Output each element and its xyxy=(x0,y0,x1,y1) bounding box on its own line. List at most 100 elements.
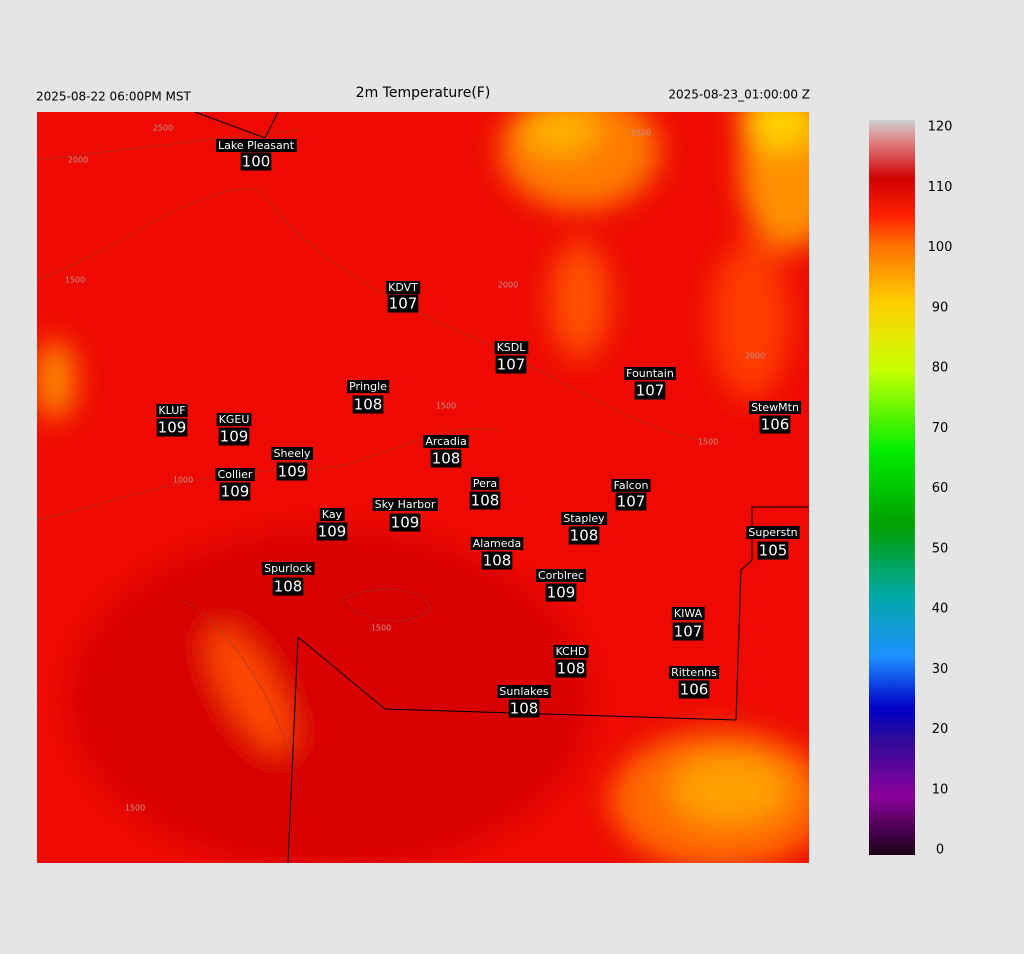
station-value-bg xyxy=(759,415,791,434)
contour-label: 1000 xyxy=(173,476,193,485)
station-value-bg xyxy=(276,462,308,481)
station-value-group: 108 xyxy=(272,577,304,596)
station-value: 109 xyxy=(220,428,249,446)
station-name-bg xyxy=(271,447,314,460)
station-name-group: Falcon xyxy=(611,479,651,492)
station-value-bg xyxy=(389,513,421,532)
colorbar-tick-label: 30 xyxy=(932,662,949,677)
station-value-bg xyxy=(352,395,384,414)
station-name-group: Fountain xyxy=(624,367,676,380)
colorbar-tick-label: 110 xyxy=(928,180,953,195)
station-name: Collier xyxy=(218,468,253,481)
station-name: Alameda xyxy=(473,537,522,550)
colorbar-tick-label: 40 xyxy=(932,602,949,617)
colorbar-tick-label: 80 xyxy=(932,361,949,376)
station-name: Rittenhs xyxy=(671,666,717,679)
station-name-bg xyxy=(669,666,720,679)
station-name-bg xyxy=(347,380,390,393)
contour-label: 2000 xyxy=(745,352,765,361)
station-name: Spurlock xyxy=(264,562,312,575)
map xyxy=(37,112,809,863)
station-value: 109 xyxy=(158,419,187,437)
station-name-group: KDVT xyxy=(386,281,421,294)
station-name: Corblrec xyxy=(538,569,584,582)
station-value-group: 109 xyxy=(219,482,251,501)
station-value-group: 100 xyxy=(240,152,272,171)
contour-label: 2000 xyxy=(498,281,518,290)
header-right: 2025-08-23_01:00:00 Z xyxy=(668,88,810,102)
station-name-bg xyxy=(319,508,345,521)
station-name: Fountain xyxy=(626,367,674,380)
station-value-group: 108 xyxy=(508,699,540,718)
station-value-group: 107 xyxy=(634,381,666,400)
station-value: 107 xyxy=(674,623,703,641)
station-name: StewMtn xyxy=(751,401,799,414)
station-value: 107 xyxy=(617,493,646,511)
contour-label: 3500 xyxy=(631,129,651,138)
station-name-bg xyxy=(535,569,587,582)
station-name-group: Stapley xyxy=(561,512,608,525)
station-value: 108 xyxy=(432,450,461,468)
station-value: 100 xyxy=(242,153,271,171)
station-name-group: Sky Harbor xyxy=(372,498,438,511)
station-value-bg xyxy=(545,583,577,602)
station-name-group: KSDL xyxy=(494,341,529,354)
station-value-bg xyxy=(430,449,462,468)
station-value: 108 xyxy=(570,527,599,545)
station-name-bg xyxy=(749,401,801,414)
station-value: 108 xyxy=(274,578,303,596)
station-name-bg xyxy=(561,512,608,525)
station-name-bg xyxy=(470,537,524,550)
station-value-group: 108 xyxy=(430,449,462,468)
colorbar-tick-label: 0 xyxy=(936,843,944,858)
station-value: 108 xyxy=(557,660,586,678)
station-value-bg xyxy=(555,659,587,678)
station-value-group: 107 xyxy=(495,355,527,374)
station-value-group: 109 xyxy=(156,418,188,437)
station-name-bg xyxy=(156,404,188,417)
station-name-group: KLUF xyxy=(156,404,188,417)
station-name-group: Pringle xyxy=(347,380,390,393)
station-name-bg xyxy=(372,498,438,511)
station-name: KLUF xyxy=(158,404,185,417)
colorbar-tick-label: 50 xyxy=(932,541,949,556)
station-name-bg xyxy=(215,468,255,481)
station-name-group: Pera xyxy=(470,477,500,490)
colorbar-tick-label: 20 xyxy=(932,722,949,737)
station-value-group: 105 xyxy=(757,541,789,560)
station-name: Pringle xyxy=(349,380,387,393)
title: 2m Temperature(F) xyxy=(356,85,491,101)
station-value-group: 108 xyxy=(469,491,501,510)
contour-label: 2500 xyxy=(153,124,173,133)
station-name-group: Sunlakes xyxy=(497,685,551,698)
station-value: 107 xyxy=(389,295,418,313)
colorbar-tick-label: 70 xyxy=(932,421,949,436)
station-value: 106 xyxy=(680,681,709,699)
station-name-bg xyxy=(611,479,651,492)
station-name-bg xyxy=(470,477,500,490)
station-value: 108 xyxy=(471,492,500,510)
station-name: Pera xyxy=(473,477,497,490)
station-name: Sheely xyxy=(273,447,311,460)
station-name-group: KGEU xyxy=(216,413,252,426)
station-name: KSDL xyxy=(497,341,527,354)
station-value-bg xyxy=(568,526,600,545)
header-left: 2025-08-22 06:00PM MST xyxy=(36,90,192,104)
station-name-bg xyxy=(216,413,252,426)
station-name-bg xyxy=(671,607,705,620)
station-name-group: Kay xyxy=(319,508,345,521)
contour-label: 1500 xyxy=(698,438,718,447)
contour-label: 1500 xyxy=(125,804,145,813)
colorbar-tick-label: 10 xyxy=(932,782,949,797)
station-value-bg xyxy=(316,522,348,541)
station-value-group: 108 xyxy=(352,395,384,414)
station-value-bg xyxy=(757,541,789,560)
station-value-group: 109 xyxy=(218,427,250,446)
station-name-group: Rittenhs xyxy=(669,666,720,679)
station-name: Stapley xyxy=(563,512,605,525)
station-value: 109 xyxy=(547,584,576,602)
station-value-bg xyxy=(469,491,501,510)
station-name: Superstn xyxy=(748,526,797,539)
station-value: 109 xyxy=(318,523,347,541)
